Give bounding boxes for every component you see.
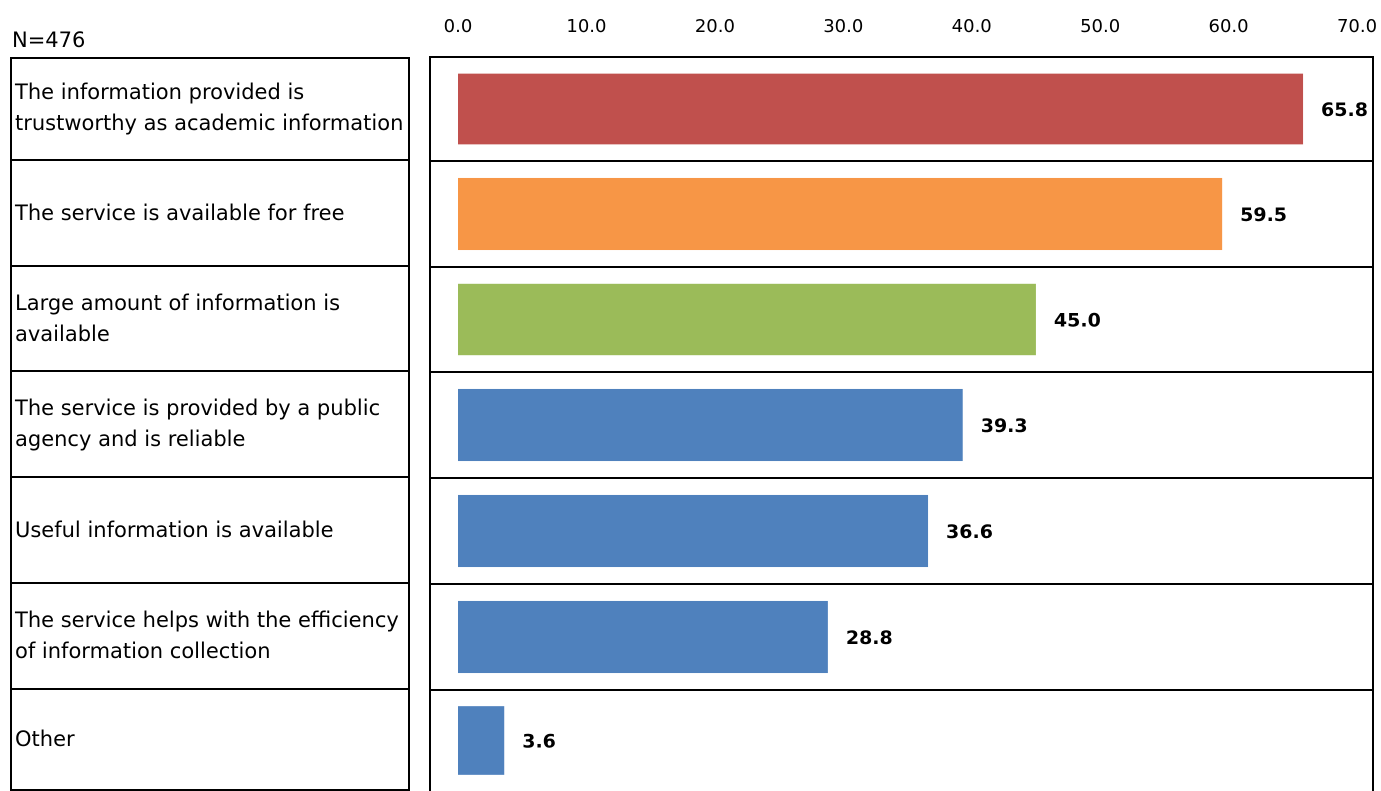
category-label: The information provided is trustworthy … [12,57,408,161]
data-label: 28.8 [846,627,893,649]
data-label: 45.0 [1054,310,1101,332]
bar [458,73,1304,145]
x-tick-label: 60.0 [1209,16,1249,37]
category-label: The service helps with the efficiency of… [12,584,408,690]
category-label-table: The information provided is trustworthy … [10,57,410,791]
x-tick-label: 40.0 [952,16,992,37]
data-label: 36.6 [946,521,993,543]
x-tick-label: 20.0 [695,16,735,37]
x-tick-label: 50.0 [1080,16,1120,37]
category-label: The service is available for free [12,161,408,267]
category-label: Other [12,690,408,791]
bar [458,600,828,674]
x-tick-label: 70.0 [1337,16,1377,37]
data-label: 59.5 [1240,204,1287,226]
plot-frame [429,56,1374,791]
bar [458,706,505,775]
bar [458,177,1223,251]
x-tick-label: 30.0 [823,16,863,37]
sample-size-note: N=476 [12,28,86,52]
category-label: Useful information is available [12,478,408,584]
x-tick-label: 0.0 [444,16,473,37]
bar [458,494,929,568]
bar [458,283,1036,356]
data-label: 39.3 [981,415,1028,437]
x-tick-label: 10.0 [566,16,606,37]
bar [458,388,963,462]
data-label: 3.6 [522,731,556,753]
category-label: The service is provided by a public agen… [12,372,408,478]
data-label: 65.8 [1321,99,1368,121]
category-label: Large amount of information is available [12,267,408,372]
